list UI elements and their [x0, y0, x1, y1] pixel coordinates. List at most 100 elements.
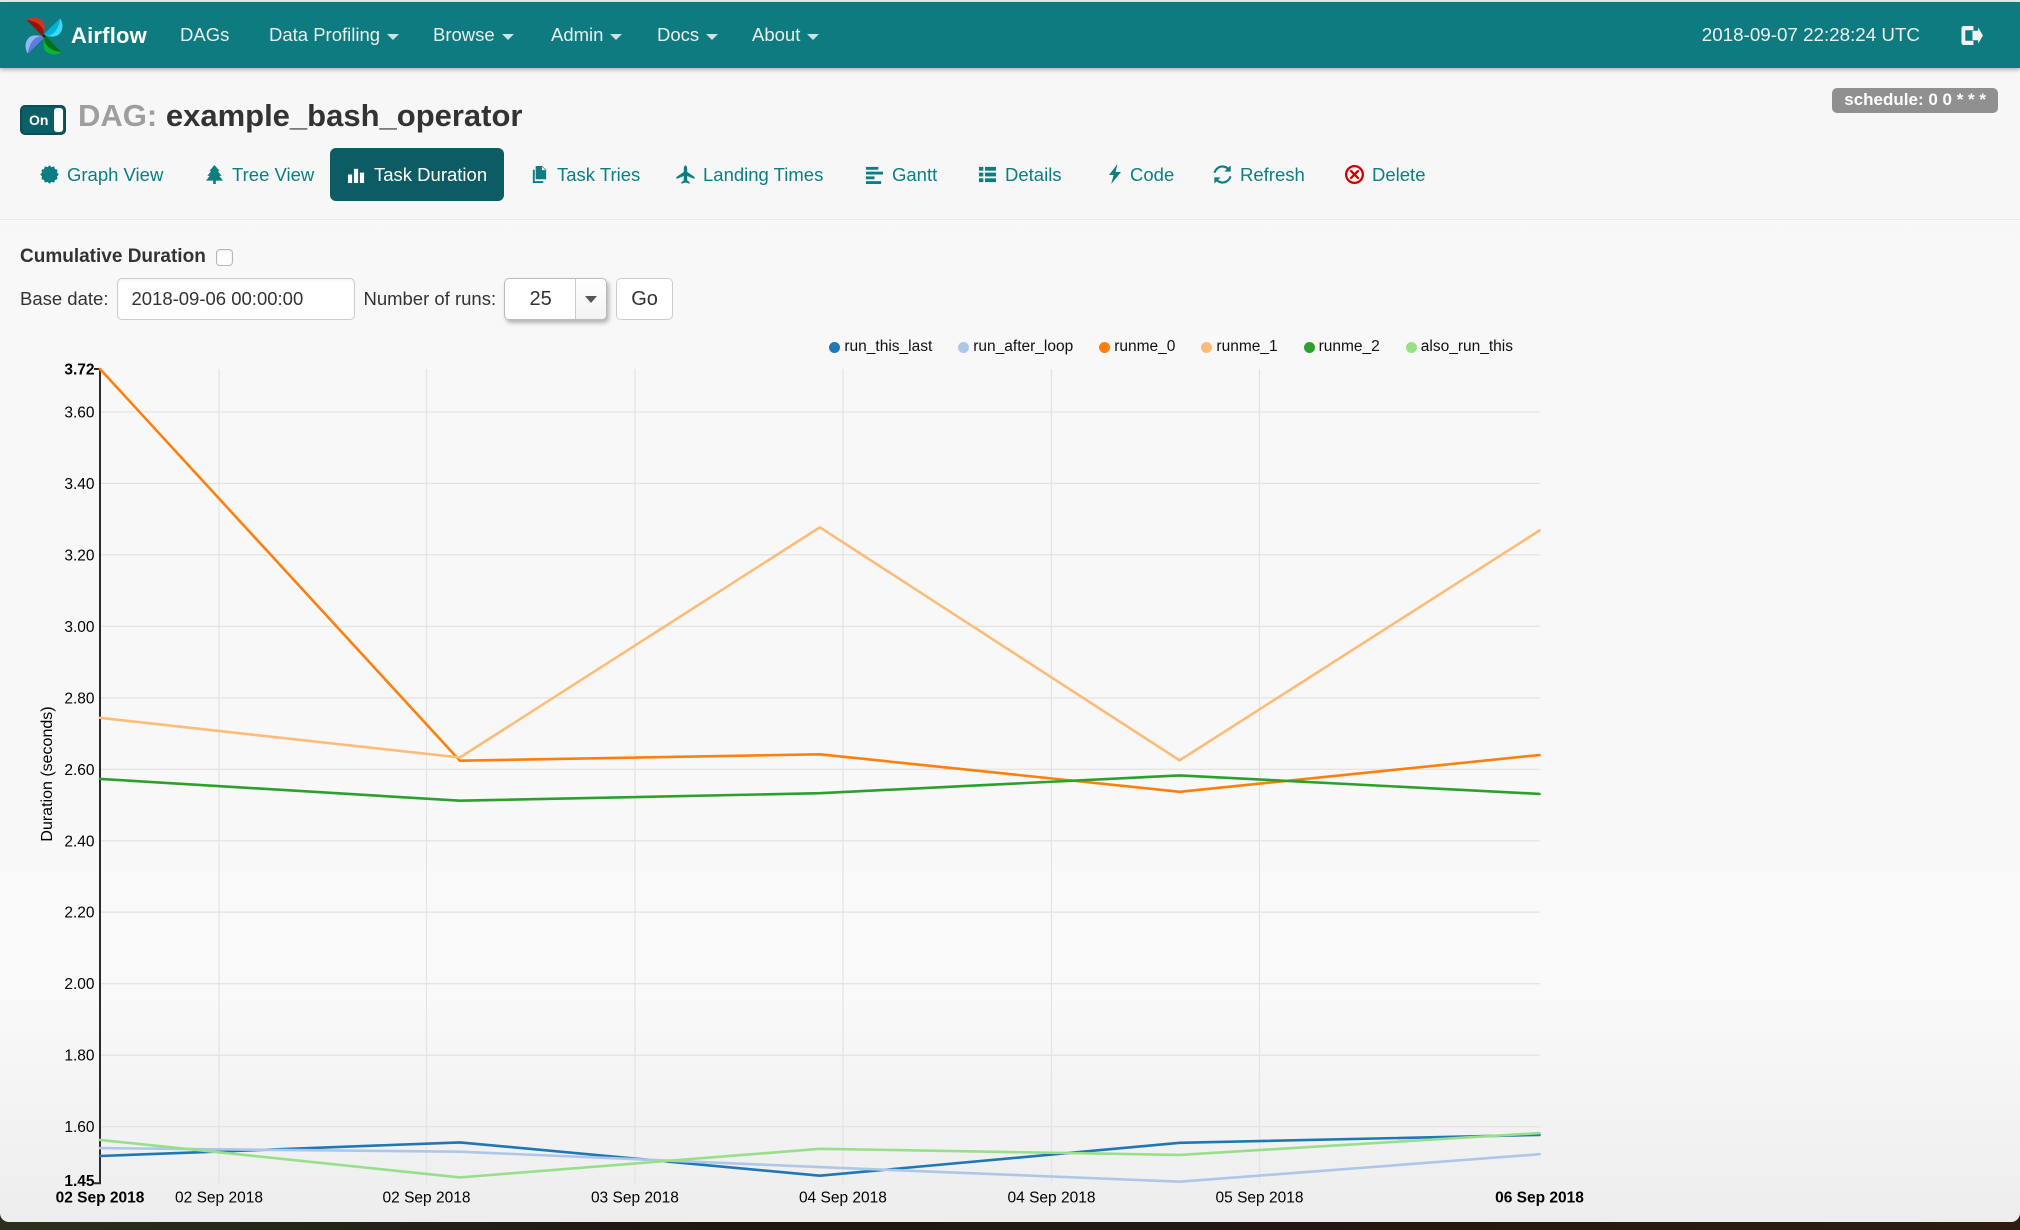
svg-text:2.80: 2.80	[64, 690, 95, 707]
delete-icon	[1345, 165, 1364, 184]
base-date-input[interactable]	[117, 278, 356, 320]
chevron-down-icon	[706, 33, 719, 40]
tab-label: Details	[1005, 163, 1062, 185]
dag-on-off-toggle[interactable]: On	[20, 105, 66, 135]
nav-item-data-profiling[interactable]: Data Profiling	[269, 2, 400, 68]
legend-item-runme_1[interactable]: runme_1	[1201, 338, 1278, 356]
nav-item-label: DAGs	[180, 24, 230, 45]
brand-name: Airflow	[71, 23, 147, 48]
svg-text:04 Sep 2018: 04 Sep 2018	[799, 1189, 887, 1206]
nav-item-admin[interactable]: Admin	[551, 2, 623, 68]
tab-refresh[interactable]: Refresh	[1213, 148, 1305, 201]
task-duration-icon	[347, 165, 366, 184]
series-line-runme_2	[98, 774, 1541, 803]
nav-item-dags[interactable]: DAGs	[180, 2, 229, 68]
window-top-strip	[0, 0, 2020, 2]
legend-label: run_this_last	[844, 338, 933, 355]
chart-legend: run_this_last run_after_loop runme_0 runme_…	[829, 338, 1513, 356]
tab-label: Code	[1130, 163, 1175, 185]
logout-icon[interactable]	[1960, 25, 1983, 46]
legend-label: runme_2	[1318, 338, 1380, 355]
chevron-down-icon	[807, 33, 820, 40]
tree-view-icon	[205, 165, 224, 184]
svg-text:04 Sep 2018: 04 Sep 2018	[1008, 1189, 1096, 1206]
y-axis	[94, 368, 101, 1185]
svg-text:02 Sep 2018: 02 Sep 2018	[175, 1189, 263, 1206]
svg-text:1.60: 1.60	[64, 1119, 95, 1136]
number-of-runs-label: Number of runs:	[363, 288, 497, 309]
svg-text:2.60: 2.60	[64, 762, 95, 779]
tab-graph-view[interactable]: Graph View	[40, 148, 163, 201]
airflow-brand[interactable]: Airflow	[21, 15, 147, 57]
number-of-runs-value: 25	[529, 287, 552, 310]
details-icon	[978, 165, 997, 184]
page-title: DAG: example_bash_operator	[78, 98, 523, 134]
legend-item-runme_0[interactable]: runme_0	[1099, 338, 1175, 356]
legend-item-run_this_last[interactable]: run_this_last	[829, 338, 932, 356]
code-icon	[1105, 164, 1122, 185]
refresh-icon	[1213, 165, 1232, 184]
tab-details[interactable]: Details	[978, 148, 1062, 201]
legend-swatch	[1405, 341, 1417, 353]
svg-text:2.20: 2.20	[64, 905, 95, 922]
dag-title-prefix: DAG:	[78, 98, 158, 133]
nav-item-label: Admin	[551, 24, 604, 45]
tab-label: Graph View	[67, 163, 164, 185]
legend-item-also_run_this[interactable]: also_run_this	[1405, 338, 1513, 356]
svg-text:3.60: 3.60	[64, 404, 95, 421]
dag-id: example_bash_operator	[165, 98, 523, 133]
tab-landing-times[interactable]: Landing Times	[676, 148, 823, 201]
legend-swatch	[829, 341, 841, 353]
schedule-badge: schedule: 0 0 * * *	[1832, 88, 1998, 113]
task-duration-chart: 1.60 1.80 2.00 2.20 2.40 2.60 2.80 3.00 3.20 3.40…	[56, 362, 1585, 1207]
go-button[interactable]: Go	[616, 278, 674, 320]
legend-item-runme_2[interactable]: runme_2	[1303, 338, 1380, 356]
utc-clock: 2018-09-07 22:28:24 UTC	[1701, 24, 1920, 45]
svg-text:3.72: 3.72	[64, 362, 94, 379]
cumulative-duration-label: Cumulative Duration	[20, 246, 206, 267]
cumulative-duration-checkbox[interactable]	[215, 248, 233, 266]
series-line-runme_0	[98, 367, 1541, 794]
combo-dropdown-button[interactable]	[575, 279, 607, 319]
chevron-down-icon	[501, 33, 514, 40]
svg-text:1.80: 1.80	[64, 1048, 95, 1065]
legend-label: runme_1	[1216, 338, 1278, 355]
graph-view-icon	[40, 165, 59, 184]
svg-text:02 Sep 2018: 02 Sep 2018	[383, 1189, 471, 1206]
tab-tree-view[interactable]: Tree View	[205, 148, 314, 201]
tab-task-tries[interactable]: Task Tries	[530, 148, 640, 201]
number-of-runs-select[interactable]: 25	[504, 278, 608, 320]
legend-label: also_run_this	[1420, 338, 1513, 355]
nav-item-about[interactable]: About	[752, 2, 820, 68]
chart-gridlines	[100, 369, 1540, 1184]
svg-text:1.45: 1.45	[64, 1173, 95, 1190]
landing-times-icon	[676, 165, 695, 184]
navbar: Airflow DAGs Data Profiling Browse Admin Doc…	[0, 2, 2020, 68]
tab-label: Landing Times	[703, 163, 824, 185]
tab-delete[interactable]: Delete	[1345, 148, 1425, 201]
legend-swatch	[1201, 341, 1213, 353]
nav-item-docs[interactable]: Docs	[657, 2, 719, 68]
legend-item-run_after_loop[interactable]: run_after_loop	[958, 338, 1073, 356]
series-line-also_run_this	[98, 1131, 1541, 1179]
tab-label: Delete	[1372, 163, 1426, 185]
tab-label: Gantt	[892, 163, 938, 185]
tab-task-duration[interactable]: Task Duration	[330, 148, 505, 201]
nav-item-browse[interactable]: Browse	[433, 2, 514, 68]
tab-gantt[interactable]: Gantt	[865, 148, 937, 201]
svg-text:3.00: 3.00	[64, 619, 95, 636]
svg-text:06 Sep 2018: 06 Sep 2018	[1495, 1189, 1584, 1206]
toggle-knob	[54, 108, 63, 132]
tab-label: Refresh	[1240, 163, 1305, 185]
svg-text:05 Sep 2018: 05 Sep 2018	[1216, 1189, 1304, 1206]
toggle-on-label: On	[29, 112, 49, 128]
nav-item-label: Docs	[657, 24, 700, 45]
tab-code[interactable]: Code	[1105, 148, 1174, 201]
task-tries-icon	[530, 165, 549, 184]
dag-view-tabs: Graph View Tree View Task Duration Task Tri…	[0, 148, 2020, 201]
chart-series	[98, 367, 1541, 1184]
nav-item-label: Browse	[433, 24, 495, 45]
legend-swatch	[1099, 341, 1111, 353]
tab-label: Tree View	[232, 163, 315, 185]
base-date-label: Base date:	[20, 288, 109, 309]
